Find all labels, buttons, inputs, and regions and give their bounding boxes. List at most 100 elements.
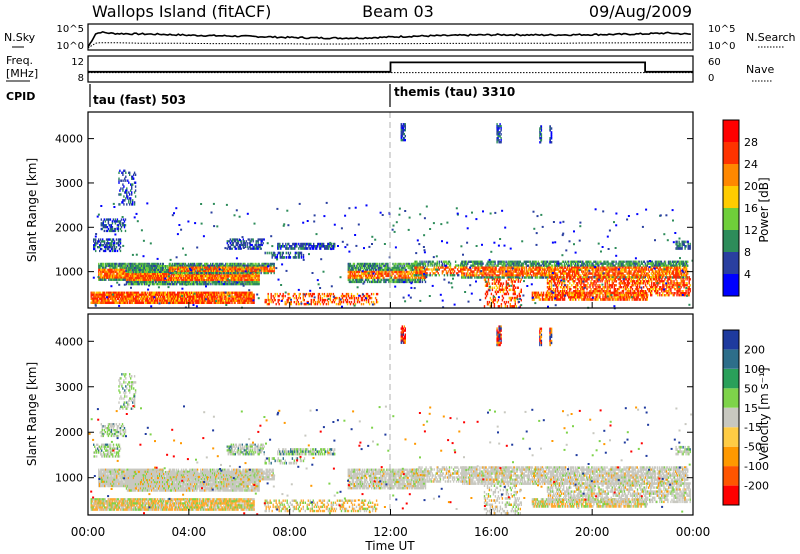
echo-cell — [234, 262, 236, 265]
echo-cell — [127, 277, 130, 280]
echo-cell — [254, 270, 256, 273]
echo-cell — [307, 292, 309, 296]
echo-cell — [245, 264, 247, 267]
echo-cell — [179, 293, 181, 296]
echo-cell — [419, 266, 421, 269]
echo-cell — [102, 268, 104, 272]
echo-cell — [422, 264, 424, 267]
echo-cell — [129, 293, 132, 296]
echo-cell — [349, 268, 352, 272]
echo-cell — [258, 262, 260, 265]
echo-cell — [108, 249, 111, 253]
echo-cell — [210, 262, 212, 265]
echo-cell — [324, 245, 326, 248]
echo-cell — [259, 264, 261, 267]
echo-cell — [183, 266, 186, 269]
echo-cell — [109, 227, 112, 231]
echo-cell — [273, 253, 275, 257]
echo-cell — [106, 218, 109, 221]
echo-cell — [183, 262, 186, 265]
echo-cell — [460, 268, 462, 271]
echo-cell — [261, 262, 263, 265]
echo-cell — [244, 245, 246, 248]
echo-cell — [413, 268, 415, 272]
echo-cell — [126, 267, 129, 270]
echo-cell — [279, 256, 281, 259]
echo-cell — [246, 242, 248, 245]
echo-cell — [207, 270, 209, 273]
echo-cell — [417, 262, 419, 265]
echo-cell — [254, 281, 256, 284]
echo-cell — [146, 282, 149, 286]
echo-cell — [185, 275, 187, 278]
echo-cell — [196, 272, 199, 275]
echo-cell — [228, 275, 230, 278]
echo-cell — [166, 293, 169, 296]
echo-cell — [271, 253, 273, 257]
echo-cell — [122, 297, 125, 300]
echo-cell — [347, 294, 350, 298]
echo-cell — [431, 274, 433, 277]
echo-cell — [381, 264, 383, 268]
echo-cell — [109, 301, 111, 304]
echo-cell — [218, 291, 220, 294]
echo-cell — [244, 267, 246, 270]
echo-cell — [184, 262, 187, 265]
echo-cell — [326, 294, 329, 298]
echo-cell — [411, 264, 413, 268]
echo-cell — [370, 300, 373, 304]
echo-cell — [234, 264, 236, 267]
echo-cell — [374, 264, 376, 268]
echo-cell — [461, 274, 463, 277]
echo-cell — [478, 260, 480, 263]
echo-cell — [148, 301, 151, 304]
echo-cell — [173, 264, 176, 267]
echo-cell — [216, 272, 218, 275]
echo-cell — [106, 262, 108, 266]
echo-cell — [138, 299, 141, 302]
echo-cell — [196, 277, 198, 280]
echo-cell — [427, 262, 429, 265]
echo-cell — [175, 293, 177, 296]
echo-cell — [362, 272, 365, 276]
echo-cell — [268, 300, 270, 304]
echo-cell — [294, 292, 296, 296]
echo-cell — [431, 270, 433, 273]
echo-cell — [244, 293, 246, 296]
echo-cell — [143, 279, 146, 282]
echo-cell — [284, 302, 286, 306]
echo-cell — [100, 293, 102, 296]
echo-cell — [133, 181, 136, 184]
echo-cell — [315, 247, 317, 250]
echo-cell — [228, 240, 230, 243]
echo-cell — [169, 262, 172, 265]
echo-cell — [104, 268, 106, 272]
echo-cell — [390, 280, 392, 284]
echo-cell — [210, 293, 212, 296]
echo-cell — [415, 276, 417, 280]
echo-cell — [453, 274, 456, 277]
echo-cell — [311, 245, 313, 248]
echo-cell — [446, 274, 449, 277]
echo-cell — [380, 270, 382, 274]
echo-cell — [394, 268, 396, 272]
echo-cell — [237, 277, 239, 280]
echo-cell — [128, 171, 130, 174]
echo-cell — [384, 266, 386, 270]
echo-cell — [94, 238, 96, 241]
echo-cell — [230, 277, 232, 280]
echo-cell — [163, 279, 165, 282]
echo-cell — [131, 295, 134, 298]
echo-cell — [353, 270, 356, 274]
echo-cell — [180, 262, 183, 265]
echo-cell — [152, 262, 154, 266]
echo-cell — [237, 275, 239, 278]
echo-cell — [473, 262, 475, 265]
echo-cell — [197, 282, 199, 286]
echo-cell — [287, 298, 289, 302]
echo-cell — [124, 272, 126, 275]
echo-cell — [364, 278, 367, 282]
echo-cell — [167, 281, 169, 284]
echo-cell — [102, 299, 104, 302]
echo-cell — [435, 264, 437, 267]
